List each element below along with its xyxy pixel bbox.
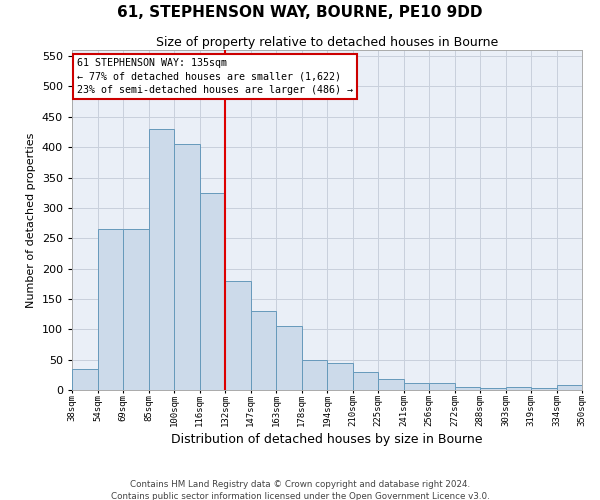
Bar xyxy=(276,326,302,390)
Bar xyxy=(531,388,557,390)
Bar xyxy=(353,372,378,390)
Bar xyxy=(199,192,225,390)
X-axis label: Distribution of detached houses by size in Bourne: Distribution of detached houses by size … xyxy=(171,434,483,446)
Bar xyxy=(505,387,531,390)
Bar xyxy=(225,280,251,390)
Bar xyxy=(174,144,199,390)
Bar xyxy=(123,229,149,390)
Bar xyxy=(429,382,455,390)
Bar xyxy=(97,229,123,390)
Bar xyxy=(404,382,429,390)
Bar xyxy=(72,369,97,390)
Y-axis label: Number of detached properties: Number of detached properties xyxy=(26,132,36,308)
Text: 61, STEPHENSON WAY, BOURNE, PE10 9DD: 61, STEPHENSON WAY, BOURNE, PE10 9DD xyxy=(117,5,483,20)
Title: Size of property relative to detached houses in Bourne: Size of property relative to detached ho… xyxy=(156,36,498,49)
Bar xyxy=(149,129,174,390)
Bar xyxy=(455,387,480,390)
Bar xyxy=(557,385,582,390)
Bar xyxy=(327,362,353,390)
Bar xyxy=(251,311,276,390)
Text: 61 STEPHENSON WAY: 135sqm
← 77% of detached houses are smaller (1,622)
23% of se: 61 STEPHENSON WAY: 135sqm ← 77% of detac… xyxy=(77,58,353,95)
Bar xyxy=(378,379,404,390)
Text: Contains HM Land Registry data © Crown copyright and database right 2024.
Contai: Contains HM Land Registry data © Crown c… xyxy=(110,480,490,500)
Bar xyxy=(302,360,327,390)
Bar xyxy=(480,388,505,390)
